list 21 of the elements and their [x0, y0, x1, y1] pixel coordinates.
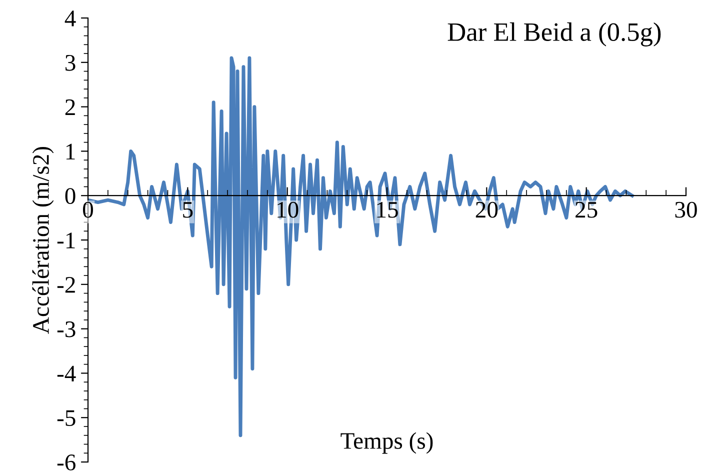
- x-tick-label: 5: [183, 202, 193, 218]
- y-tick-label: 0: [65, 188, 76, 204]
- y-tick-label: -1: [57, 232, 75, 248]
- y-tick-label: -6: [57, 454, 76, 470]
- y-tick-label: 4: [64, 10, 76, 26]
- y-tick-label: 2: [65, 99, 75, 115]
- y-tick-label: -4: [57, 366, 76, 382]
- x-tick-label: 30: [675, 202, 697, 218]
- x-tick-label: 25: [576, 202, 598, 218]
- y-tick-label: -3: [57, 321, 76, 338]
- x-axis-title: Temps (s): [340, 432, 433, 454]
- y-tick-label: -2: [57, 276, 75, 293]
- y-tick-label: 1: [66, 144, 75, 160]
- y-tick-label: 3: [66, 54, 76, 71]
- y-axis-title: Accélération (m/s2): [32, 146, 54, 334]
- x-tick-label: 10: [278, 202, 298, 218]
- y-tick-label: -5: [57, 410, 76, 426]
- x-tick-label: 0: [82, 202, 94, 218]
- x-tick-label: 20: [476, 202, 498, 218]
- x-tick-label: 15: [377, 202, 398, 218]
- chart-title: Dar El Beid a (0.5g): [448, 22, 661, 46]
